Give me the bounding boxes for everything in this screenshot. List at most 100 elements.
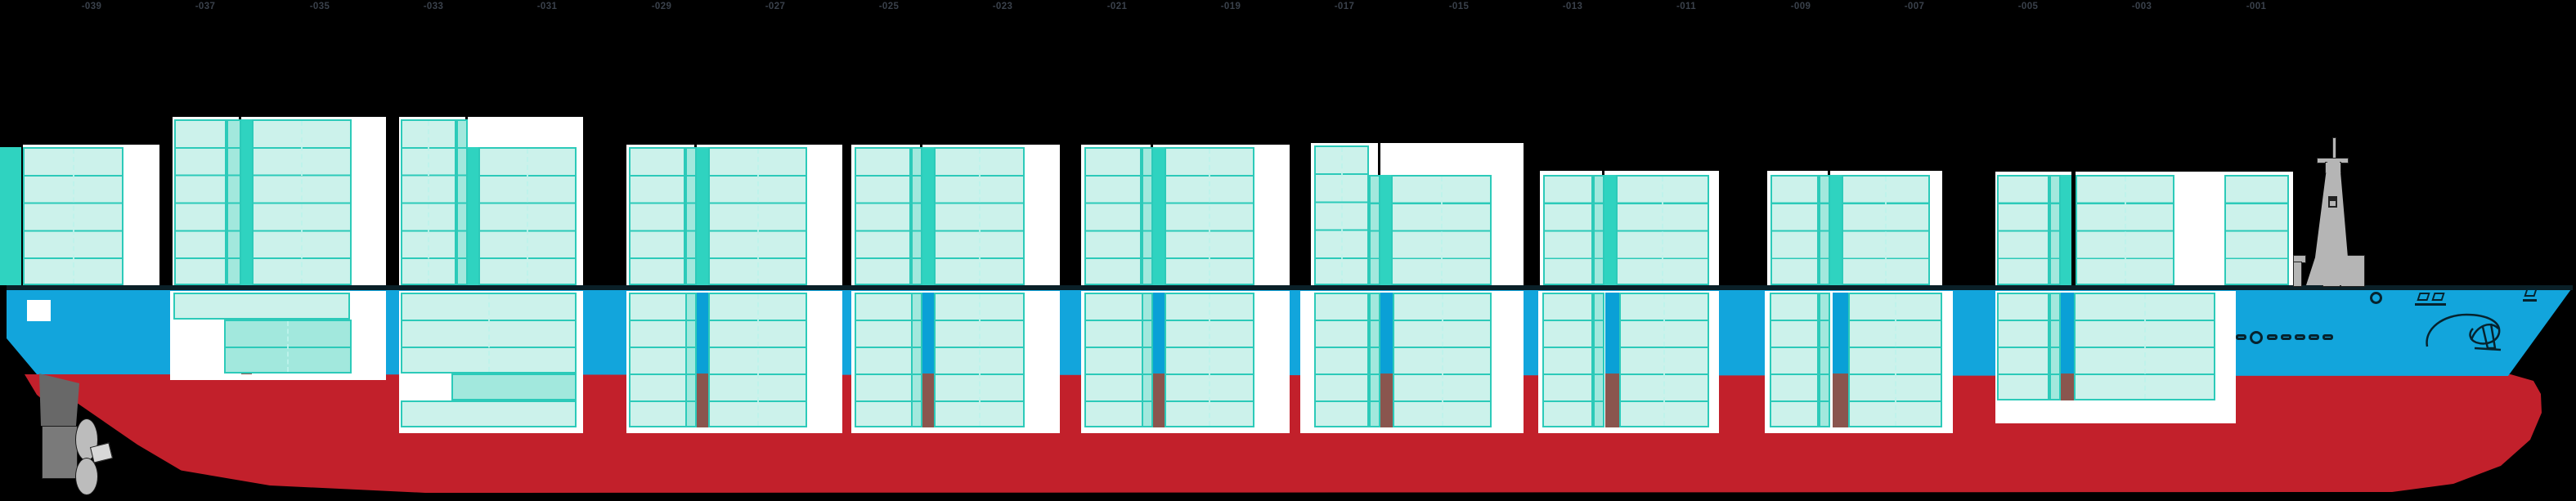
container-column-endview[interactable]	[2061, 175, 2071, 285]
container-column-endview[interactable]	[241, 119, 252, 285]
container-stack-in-hold[interactable]	[708, 293, 807, 427]
container-stack-in-hold[interactable]	[401, 293, 577, 374]
container-stack-above-deck[interactable]	[1142, 147, 1153, 285]
container-stack-above-deck[interactable]	[23, 147, 123, 285]
container-stack-above-deck[interactable]	[2076, 175, 2174, 285]
container-column-endview[interactable]	[0, 147, 21, 285]
stack-center-dash	[1663, 294, 1665, 426]
container-stack-above-deck[interactable]	[252, 119, 352, 285]
porthole-dash-icon	[2322, 334, 2333, 340]
container-stack-above-deck[interactable]	[911, 147, 922, 285]
container-stack-in-hold[interactable]	[1542, 293, 1593, 427]
container-stack-in-hold[interactable]	[1393, 293, 1492, 427]
bay-label[interactable]: -007	[1904, 2, 1925, 11]
container-stack-in-hold[interactable]	[401, 400, 577, 427]
bay-label[interactable]: -003	[2131, 2, 2152, 11]
container-stack-in-hold[interactable]	[911, 293, 922, 427]
hold-gap-strip-upper	[1605, 293, 1619, 374]
stack-center-dash	[2124, 177, 2126, 284]
bay-label[interactable]: -005	[2017, 2, 2039, 11]
bow-window-underline	[2415, 303, 2446, 306]
container-stack-in-hold[interactable]	[1848, 293, 1942, 427]
hold-gap-strip-upper	[1153, 293, 1165, 374]
container-stack-in-hold[interactable]	[934, 293, 1025, 427]
container-stack-above-deck[interactable]	[855, 147, 911, 285]
bay-label[interactable]: -011	[1676, 2, 1696, 11]
container-stack-in-hold[interactable]	[1142, 293, 1153, 427]
container-stack-above-deck[interactable]	[629, 147, 685, 285]
container-column-endview[interactable]	[1830, 175, 1842, 285]
stack-center-dash	[428, 121, 429, 284]
bay-label[interactable]: -033	[423, 2, 444, 11]
container-stack-above-deck[interactable]	[1391, 175, 1492, 285]
container-column-endview[interactable]	[922, 147, 934, 285]
container-stack-above-deck[interactable]	[1084, 147, 1142, 285]
bay-label[interactable]: -025	[878, 2, 900, 11]
container-stack-in-hold[interactable]	[451, 374, 577, 400]
stack-center-dash	[1340, 147, 1343, 284]
container-stack-in-hold[interactable]	[1997, 293, 2049, 400]
container-stack-in-hold[interactable]	[1819, 293, 1830, 427]
stack-center-dash	[756, 149, 759, 284]
container-stack-above-deck[interactable]	[1997, 175, 2049, 285]
container-stack-above-deck[interactable]	[1165, 147, 1254, 285]
container-stack-in-hold[interactable]	[2049, 293, 2061, 400]
bay-label[interactable]: -017	[1334, 2, 1355, 11]
bay-label[interactable]: -015	[1448, 2, 1470, 11]
container-column-endview[interactable]	[697, 147, 708, 285]
container-stack-in-hold[interactable]	[1314, 293, 1369, 427]
bay-label[interactable]: -001	[2246, 2, 2267, 11]
container-stack-in-hold[interactable]	[685, 293, 697, 427]
stern-door	[27, 300, 51, 321]
bay-label[interactable]: -039	[81, 2, 102, 11]
container-stack-above-deck[interactable]	[1616, 175, 1709, 285]
container-column-endview[interactable]	[1153, 147, 1165, 285]
container-stack-in-hold[interactable]	[1593, 293, 1604, 427]
bay-label[interactable]: -029	[651, 2, 672, 11]
bay-label[interactable]: -031	[536, 2, 558, 11]
bay-label[interactable]: -037	[195, 2, 216, 11]
container-stack-above-deck[interactable]	[174, 119, 227, 285]
bay-label[interactable]: -009	[1790, 2, 1811, 11]
container-column-endview[interactable]	[1604, 175, 1616, 285]
container-stack-in-hold[interactable]	[224, 320, 352, 374]
container-stack-above-deck[interactable]	[456, 119, 468, 285]
hold-gap-strip-lower	[1605, 374, 1619, 427]
stack-center-dash	[1209, 149, 1210, 284]
container-stack-in-hold[interactable]	[2074, 293, 2215, 400]
container-stack-in-hold[interactable]	[1369, 293, 1380, 427]
bay-label[interactable]: -019	[1220, 2, 1241, 11]
container-stack-in-hold[interactable]	[1165, 293, 1254, 427]
container-stack-in-hold[interactable]	[1619, 293, 1709, 427]
container-column-endview[interactable]	[1380, 175, 1391, 285]
container-stack-in-hold[interactable]	[1770, 293, 1819, 427]
container-stack-above-deck[interactable]	[1369, 175, 1380, 285]
container-column-endview[interactable]	[468, 147, 478, 285]
anchor-icon	[2426, 313, 2502, 351]
container-stack-above-deck[interactable]	[1842, 175, 1930, 285]
container-stack-above-deck[interactable]	[1543, 175, 1593, 285]
container-stack-above-deck[interactable]	[2224, 175, 2289, 285]
container-stack-above-deck[interactable]	[1314, 145, 1369, 285]
bay-label[interactable]: -021	[1106, 2, 1128, 11]
container-stack-above-deck[interactable]	[1770, 175, 1819, 285]
container-stack-above-deck[interactable]	[685, 147, 697, 285]
hold-gap-strip-upper	[1833, 293, 1848, 374]
container-stack-above-deck[interactable]	[478, 147, 577, 285]
bay-label[interactable]: -027	[765, 2, 786, 11]
container-stack-above-deck[interactable]	[708, 147, 807, 285]
container-stack-above-deck[interactable]	[1593, 175, 1604, 285]
container-stack-above-deck[interactable]	[227, 119, 241, 285]
container-stack-above-deck[interactable]	[401, 119, 456, 285]
bay-label[interactable]: -023	[992, 2, 1013, 11]
container-stack-above-deck[interactable]	[2049, 175, 2061, 285]
stack-center-dash	[1440, 177, 1443, 284]
bay-label[interactable]: -013	[1562, 2, 1583, 11]
container-stack-in-hold[interactable]	[173, 293, 350, 320]
stack-center-dash	[1885, 177, 1887, 284]
container-stack-above-deck[interactable]	[934, 147, 1025, 285]
bay-label[interactable]: -035	[309, 2, 330, 11]
hatch-separator	[2071, 172, 2074, 285]
container-stack-above-deck[interactable]	[1819, 175, 1830, 285]
